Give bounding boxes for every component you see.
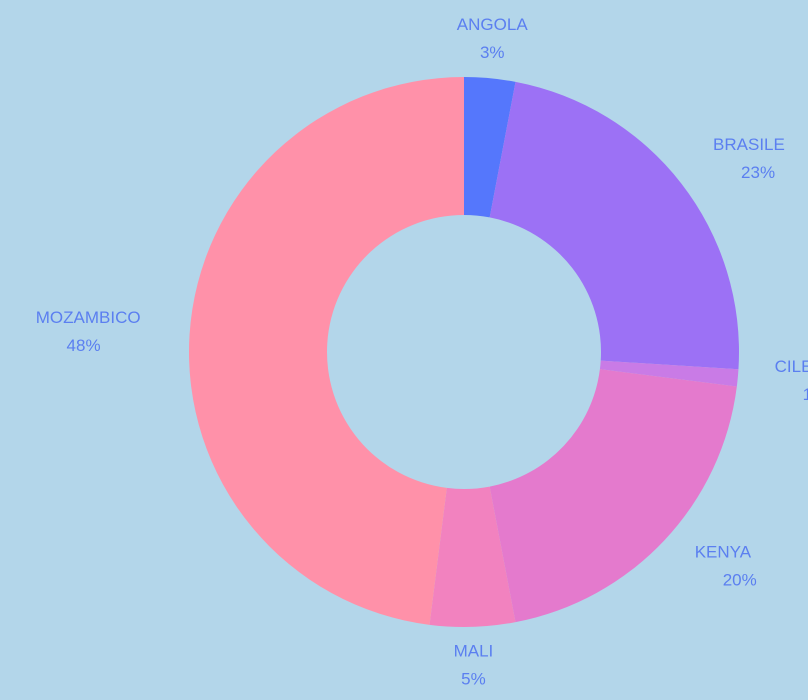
slice-value-label: 20% [723,570,757,589]
slice-value-label: 23% [741,163,775,182]
slice-label: MALI [454,641,494,660]
slice-value-label: 1% [803,385,808,404]
slice-label: MOZAMBICO [36,308,141,327]
slice-label: BRASILE [713,135,785,154]
slice-value-label: 48% [67,336,101,355]
slice-label: KENYA [695,542,752,561]
donut-slice [188,77,465,625]
slice-label: CILE [775,357,808,376]
slice-value-label: 3% [480,43,505,62]
donut-slice [429,486,516,627]
donut-slice [599,360,739,387]
donut-slice [464,77,516,218]
slice-label: ANGOLA [457,15,529,34]
slice-value-label: 5% [461,669,486,688]
donut-slice [489,369,737,623]
donut-slice [489,81,739,370]
